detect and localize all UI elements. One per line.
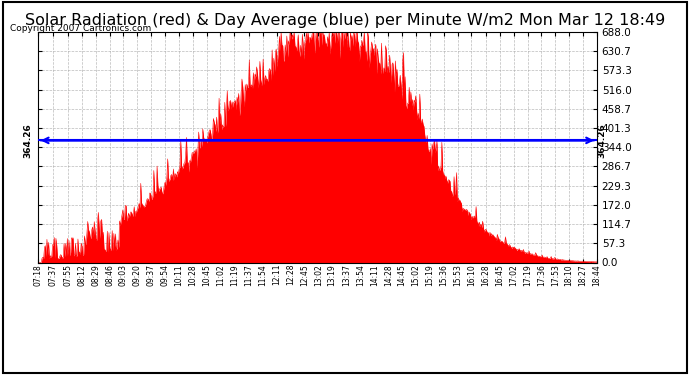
Text: 364.26: 364.26 bbox=[23, 123, 32, 158]
Text: Copyright 2007 Cartronics.com: Copyright 2007 Cartronics.com bbox=[10, 24, 152, 33]
Text: 364.26: 364.26 bbox=[598, 123, 607, 158]
Text: Solar Radiation (red) & Day Average (blue) per Minute W/m2 Mon Mar 12 18:49: Solar Radiation (red) & Day Average (blu… bbox=[25, 13, 665, 28]
